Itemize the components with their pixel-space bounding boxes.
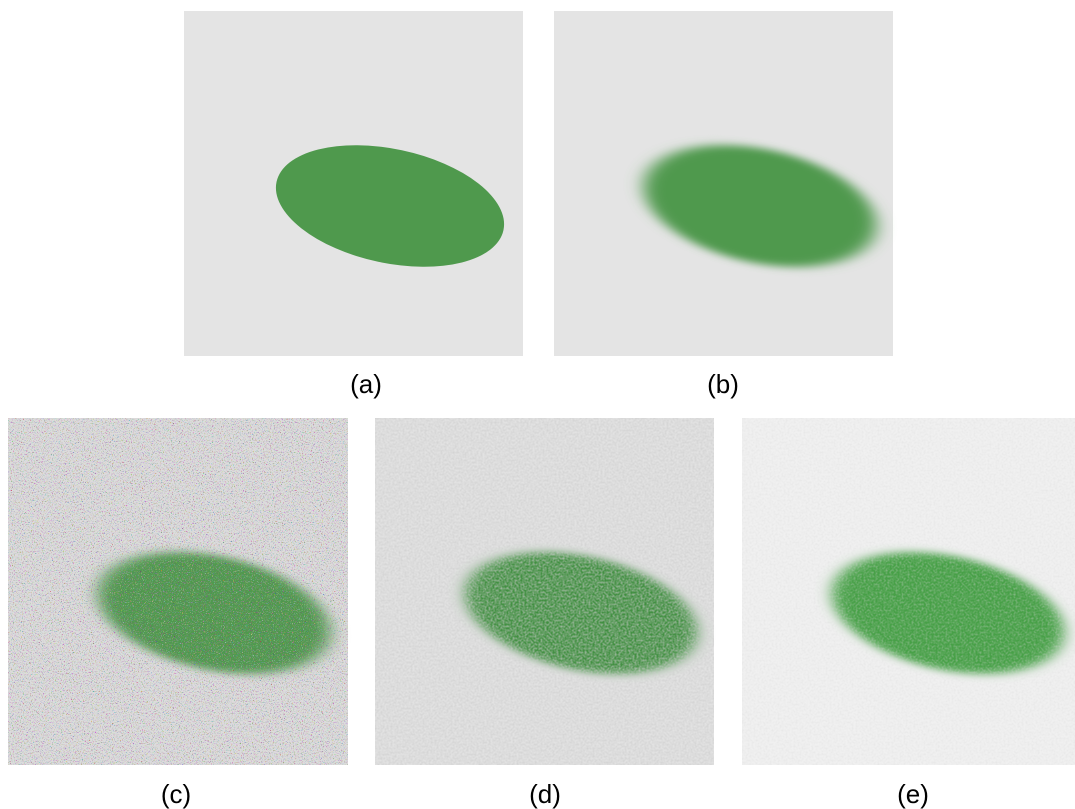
noise bbox=[375, 418, 714, 765]
panel-label: (d) bbox=[529, 779, 561, 809]
noise bbox=[742, 418, 1075, 765]
panel-a bbox=[184, 11, 523, 356]
noise bbox=[8, 418, 348, 765]
figure: (a) (b) (c) (d) (e) bbox=[0, 0, 1075, 809]
panel-b bbox=[554, 11, 893, 356]
panel-e bbox=[742, 418, 1075, 765]
panel-d bbox=[375, 418, 714, 765]
panel-c bbox=[8, 418, 348, 765]
panel-label: (b) bbox=[707, 369, 739, 399]
panel-label: (e) bbox=[897, 779, 929, 809]
panel-label: (c) bbox=[161, 779, 191, 809]
panel-label: (a) bbox=[350, 369, 382, 399]
